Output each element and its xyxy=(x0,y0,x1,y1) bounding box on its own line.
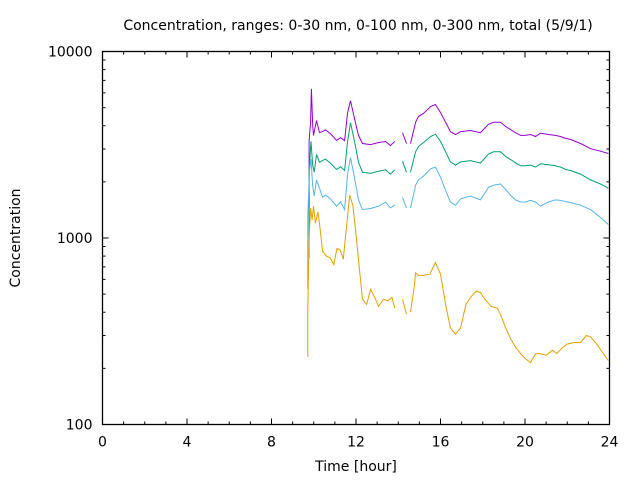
series-line-segment xyxy=(410,133,609,189)
series-line-segment xyxy=(402,299,407,315)
series-0-30-nm xyxy=(307,194,609,364)
series-line-segment xyxy=(402,161,407,173)
y-tick-label: 100 xyxy=(66,418,93,434)
series-line-segment xyxy=(402,197,407,209)
x-tick-label: 4 xyxy=(183,435,192,451)
series-line-segment xyxy=(410,103,609,154)
x-tick-label: 0 xyxy=(98,435,107,451)
series-total xyxy=(308,88,609,208)
series-line-segment xyxy=(308,122,396,259)
tick-layer: 0 4 8 12 16 20 24 100 1000 10000 xyxy=(48,45,619,451)
series-0-100-nm xyxy=(307,157,609,290)
x-tick-label: 12 xyxy=(347,435,365,451)
series-line-segment xyxy=(410,261,609,364)
series-line-segment xyxy=(307,157,396,290)
y-tick-label: 1000 xyxy=(57,231,93,247)
series-layer xyxy=(307,88,609,364)
x-axis-label: Time [hour] xyxy=(314,459,397,475)
x-tick-label: 16 xyxy=(432,435,450,451)
y-axis-label: Concentration xyxy=(8,188,24,287)
chart-title: Concentration, ranges: 0-30 nm, 0-100 nm… xyxy=(123,18,592,34)
series-line-segment xyxy=(307,194,396,357)
series-line-segment xyxy=(308,88,396,208)
series-line-segment xyxy=(402,132,407,144)
x-tick-label: 24 xyxy=(601,435,619,451)
x-tick-label: 20 xyxy=(516,435,534,451)
x-tick-label: 8 xyxy=(267,435,276,451)
series-line-segment xyxy=(410,166,609,225)
series-0-300-nm xyxy=(308,122,609,259)
y-tick-label: 10000 xyxy=(48,45,93,61)
